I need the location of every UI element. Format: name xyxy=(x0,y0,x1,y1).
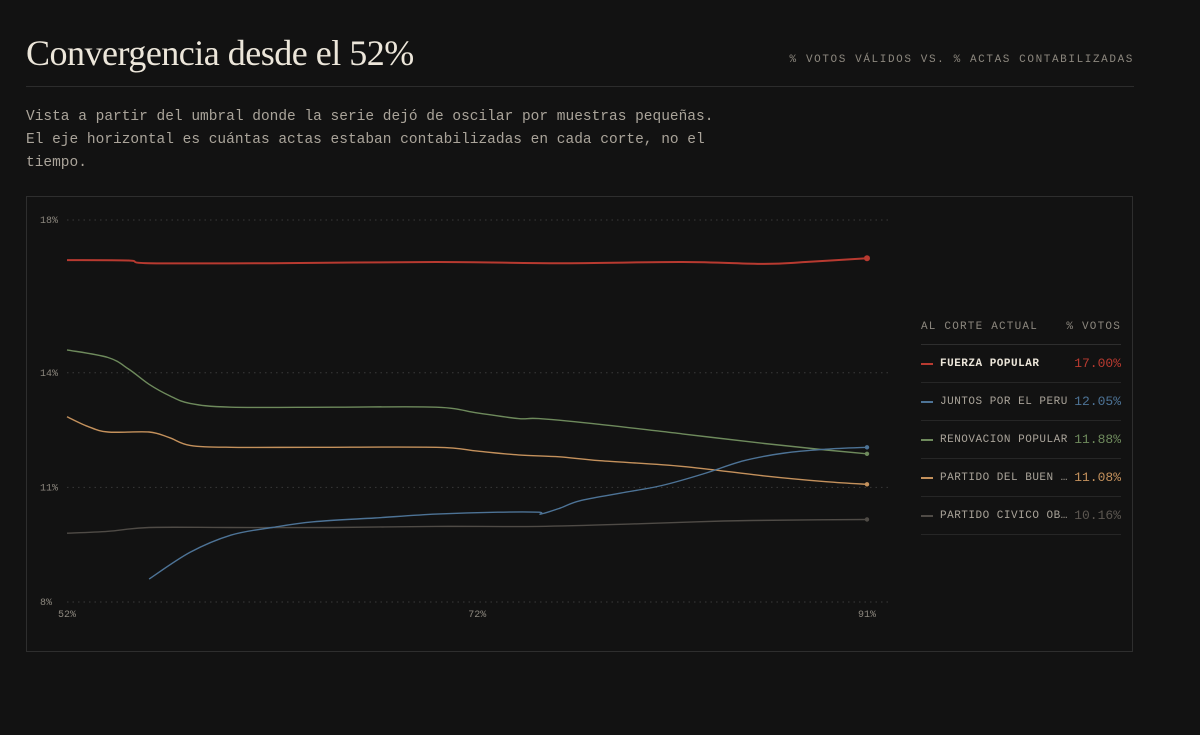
series-line xyxy=(66,416,868,485)
series-end-point xyxy=(864,517,870,522)
series-end-point xyxy=(864,451,870,456)
legend-swatch xyxy=(921,362,933,365)
x-tick-label: 91% xyxy=(858,610,876,621)
series-line xyxy=(66,518,868,534)
y-tick-label: 11% xyxy=(40,483,58,494)
legend-item-value: 17.00% xyxy=(1074,356,1121,371)
legend-item[interactable]: PARTIDO DEL BUEN GOBIERNO 11.08% xyxy=(921,459,1121,497)
x-tick-label: 52% xyxy=(58,610,76,621)
legend-item[interactable]: RENOVACIÓN POPULAR 11.88% xyxy=(921,421,1121,459)
legend: AL CORTE ACTUAL % VOTOS FUERZA POPULAR 17… xyxy=(921,321,1121,535)
legend-item-name: RENOVACIÓN POPULAR xyxy=(940,433,1068,446)
legend-swatch xyxy=(921,400,933,403)
legend-swatch xyxy=(921,514,933,517)
legend-item-name: FUERZA POPULAR xyxy=(940,357,1040,370)
legend-item[interactable]: JUNTOS POR EL PERÚ 12.05% xyxy=(921,383,1121,421)
legend-item-name: JUNTOS POR EL PERÚ xyxy=(940,395,1068,408)
legend-item[interactable]: FUERZA POPULAR 17.00% xyxy=(921,345,1121,383)
line-chart: 8% 11% 14% 18% 52% 72% 91% xyxy=(40,216,889,621)
chart-description: Vista a partir del umbral donde la serie… xyxy=(26,109,714,171)
page-title: Convergencia desde el 52% xyxy=(26,33,414,73)
series-end-point xyxy=(864,445,870,450)
y-tick-label: 18% xyxy=(40,216,58,227)
legend-item[interactable]: PARTIDO CÍVICO OBRAS 10.16% xyxy=(921,497,1121,535)
series-end-point xyxy=(864,482,870,487)
y-tick-label: 8% xyxy=(40,598,52,609)
series-line xyxy=(66,349,868,455)
y-tick-label: 14% xyxy=(40,369,58,380)
legend-item-name: PARTIDO DEL BUEN GOBIERNO xyxy=(940,471,1068,484)
legend-swatch xyxy=(921,438,933,441)
legend-item-name: PARTIDO CÍVICO OBRAS xyxy=(940,509,1068,522)
chart-panel: 8% 11% 14% 18% 52% 72% 91% AL CORTE ACTUAL % V… xyxy=(26,196,1133,652)
legend-col-label: AL CORTE ACTUAL xyxy=(921,321,1039,333)
legend-swatch xyxy=(921,476,933,479)
legend-rows: FUERZA POPULAR 17.00% JUNTOS POR EL PERÚ 12… xyxy=(921,345,1121,535)
series-end-point xyxy=(864,255,870,262)
chart-subtitle: % VOTOS VÁLIDOS VS. % ACTAS CONTABILIZAD… xyxy=(789,54,1134,66)
legend-item-value: 10.16% xyxy=(1074,508,1121,523)
series-line xyxy=(66,257,868,265)
legend-item-value: 11.88% xyxy=(1074,432,1121,447)
legend-col-value: % VOTOS xyxy=(1066,321,1121,333)
legend-item-value: 11.08% xyxy=(1074,470,1121,485)
legend-item-value: 12.05% xyxy=(1074,394,1121,409)
series-line xyxy=(148,446,868,580)
x-tick-label: 72% xyxy=(468,610,486,621)
legend-header: AL CORTE ACTUAL % VOTOS xyxy=(921,321,1121,345)
page-header: Convergencia desde el 52% % VOTOS VÁLIDO… xyxy=(26,30,1134,87)
